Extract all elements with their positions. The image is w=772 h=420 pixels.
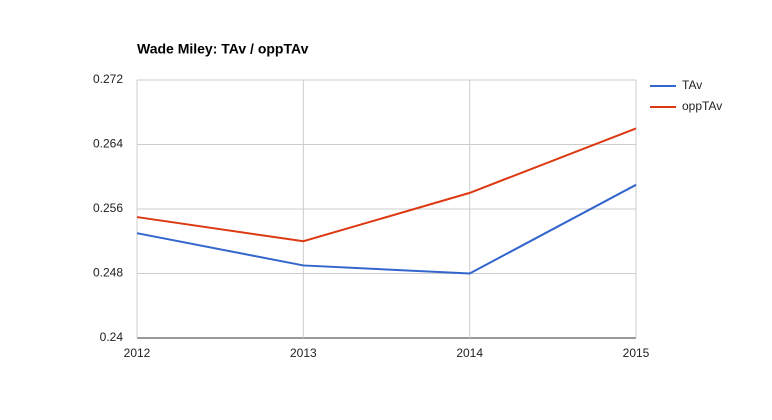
y-tick-label: 0.256 xyxy=(93,201,123,215)
y-tick-label: 0.272 xyxy=(93,72,123,86)
x-tick-label: 2014 xyxy=(456,346,483,360)
series-line xyxy=(136,183,637,275)
x-tick-label: 2012 xyxy=(124,346,151,360)
legend-label: oppTAv xyxy=(682,99,722,113)
legend-label: TAv xyxy=(682,78,702,92)
y-tick-label: 0.248 xyxy=(93,266,123,280)
x-tick-label: 2015 xyxy=(623,346,650,360)
series-line xyxy=(136,127,637,243)
y-tick-label: 0.24 xyxy=(100,330,124,344)
y-tick-label: 0.264 xyxy=(93,137,123,151)
x-tick-label: 2013 xyxy=(290,346,317,360)
chart-title: Wade Miley: TAv / oppTAv xyxy=(137,41,309,57)
